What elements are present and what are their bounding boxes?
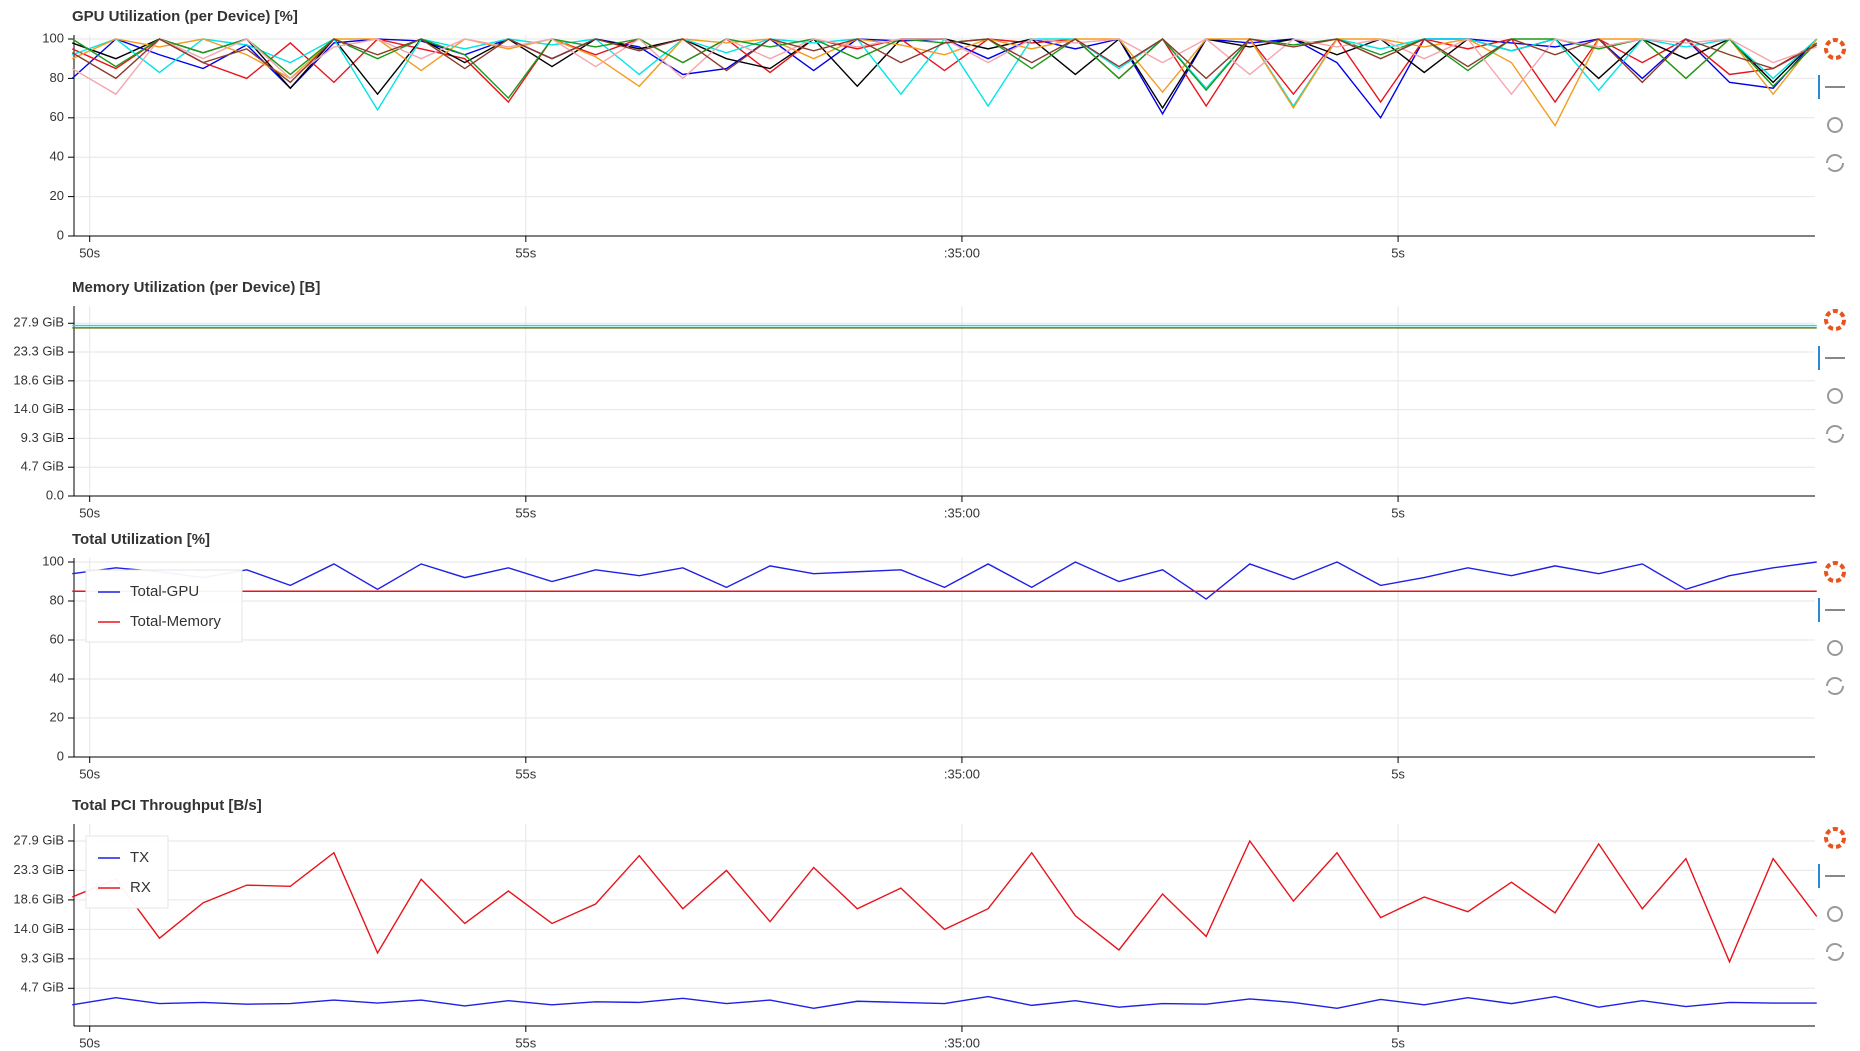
- legend-label: TX: [130, 849, 149, 866]
- y-tick-label: 80: [50, 70, 64, 85]
- toolbar-active: [1818, 75, 1820, 99]
- series-line: [71, 38, 1818, 84]
- y-tick-label: 27.9 GiB: [13, 832, 64, 847]
- x-tick-label: 5s: [1391, 766, 1405, 781]
- series-line: [71, 37, 1818, 100]
- series-line: [71, 839, 1818, 964]
- y-tick-label: 60: [50, 109, 64, 124]
- chart-title: Memory Utilization (per Device) [B]: [72, 279, 320, 296]
- legend-box: [85, 835, 169, 909]
- series-line: [71, 38, 1817, 96]
- x-tick-label: :35:00: [944, 766, 980, 781]
- toolbar-logo[interactable]: [1824, 561, 1846, 583]
- x-tick-label: 5s: [1391, 1035, 1405, 1050]
- chart-title: Total PCI Throughput [B/s]: [72, 797, 262, 814]
- y-tick-label: 60: [50, 631, 64, 646]
- legend-label: Total-GPU: [130, 583, 199, 600]
- x-tick-label: 5s: [1391, 505, 1405, 520]
- y-tick-label: 80: [50, 592, 64, 607]
- series-line: [72, 37, 1818, 110]
- x-tick-label: 50s: [79, 1035, 100, 1050]
- toolbar-reset[interactable]: [1826, 154, 1844, 172]
- y-tick-label: 18.6 GiB: [13, 891, 64, 906]
- y-tick-label: 0: [57, 748, 64, 763]
- toolbar-wheel-zoom[interactable]: [1827, 117, 1843, 133]
- toolbar-reset[interactable]: [1826, 943, 1844, 961]
- x-tick-label: :35:00: [944, 245, 980, 260]
- x-tick-label: 5s: [1391, 245, 1405, 260]
- toolbar-wheel-zoom[interactable]: [1827, 906, 1843, 922]
- x-tick-label: 50s: [79, 505, 100, 520]
- chart-title: Total Utilization [%]: [72, 531, 210, 548]
- y-tick-label: 4.7 GiB: [21, 459, 64, 474]
- series-line: [72, 995, 1817, 1010]
- y-tick-label: 20: [50, 188, 64, 203]
- y-tick-label: 100: [42, 30, 64, 45]
- y-tick-label: 27.9 GiB: [13, 315, 64, 330]
- toolbar-reset[interactable]: [1826, 677, 1844, 695]
- toolbar-active: [1818, 346, 1820, 370]
- x-tick-label: 55s: [515, 766, 536, 781]
- y-tick-label: 14.0 GiB: [13, 401, 64, 416]
- chart-title: GPU Utilization (per Device) [%]: [72, 8, 298, 25]
- y-tick-label: 18.6 GiB: [13, 372, 64, 387]
- y-tick-label: 20: [50, 709, 64, 724]
- toolbar-reset[interactable]: [1826, 425, 1844, 443]
- y-tick-label: 14.0 GiB: [13, 921, 64, 936]
- legend-label: RX: [130, 879, 151, 896]
- toolbar-active: [1818, 864, 1820, 888]
- x-tick-label: 50s: [79, 245, 100, 260]
- y-tick-label: 23.3 GiB: [13, 862, 64, 877]
- toolbar-logo[interactable]: [1824, 309, 1846, 331]
- y-tick-label: 4.7 GiB: [21, 980, 64, 995]
- y-tick-label: 9.3 GiB: [21, 430, 64, 445]
- toolbar-logo[interactable]: [1824, 827, 1846, 849]
- legend-label: Total-Memory: [130, 613, 221, 630]
- toolbar-wheel-zoom[interactable]: [1827, 388, 1843, 404]
- y-tick-label: 9.3 GiB: [21, 950, 64, 965]
- x-tick-label: 50s: [79, 766, 100, 781]
- series-line: [71, 37, 1818, 128]
- y-tick-label: 0: [57, 227, 64, 242]
- toolbar-wheel-zoom[interactable]: [1827, 640, 1843, 656]
- y-tick-label: 0.0: [46, 487, 64, 502]
- series-line: [71, 37, 1818, 108]
- x-tick-label: 55s: [515, 1035, 536, 1050]
- y-tick-label: 40: [50, 670, 64, 685]
- y-tick-label: 100: [42, 553, 64, 568]
- toolbar-logo[interactable]: [1824, 38, 1846, 60]
- series-line: [72, 37, 1818, 112]
- x-tick-label: 55s: [515, 245, 536, 260]
- legend-box: [85, 569, 243, 643]
- x-tick-label: :35:00: [944, 505, 980, 520]
- y-tick-label: 23.3 GiB: [13, 343, 64, 358]
- series-line: [72, 561, 1817, 600]
- y-tick-label: 40: [50, 149, 64, 164]
- x-tick-label: :35:00: [944, 1035, 980, 1050]
- x-tick-label: 55s: [515, 505, 536, 520]
- toolbar-active: [1818, 598, 1820, 622]
